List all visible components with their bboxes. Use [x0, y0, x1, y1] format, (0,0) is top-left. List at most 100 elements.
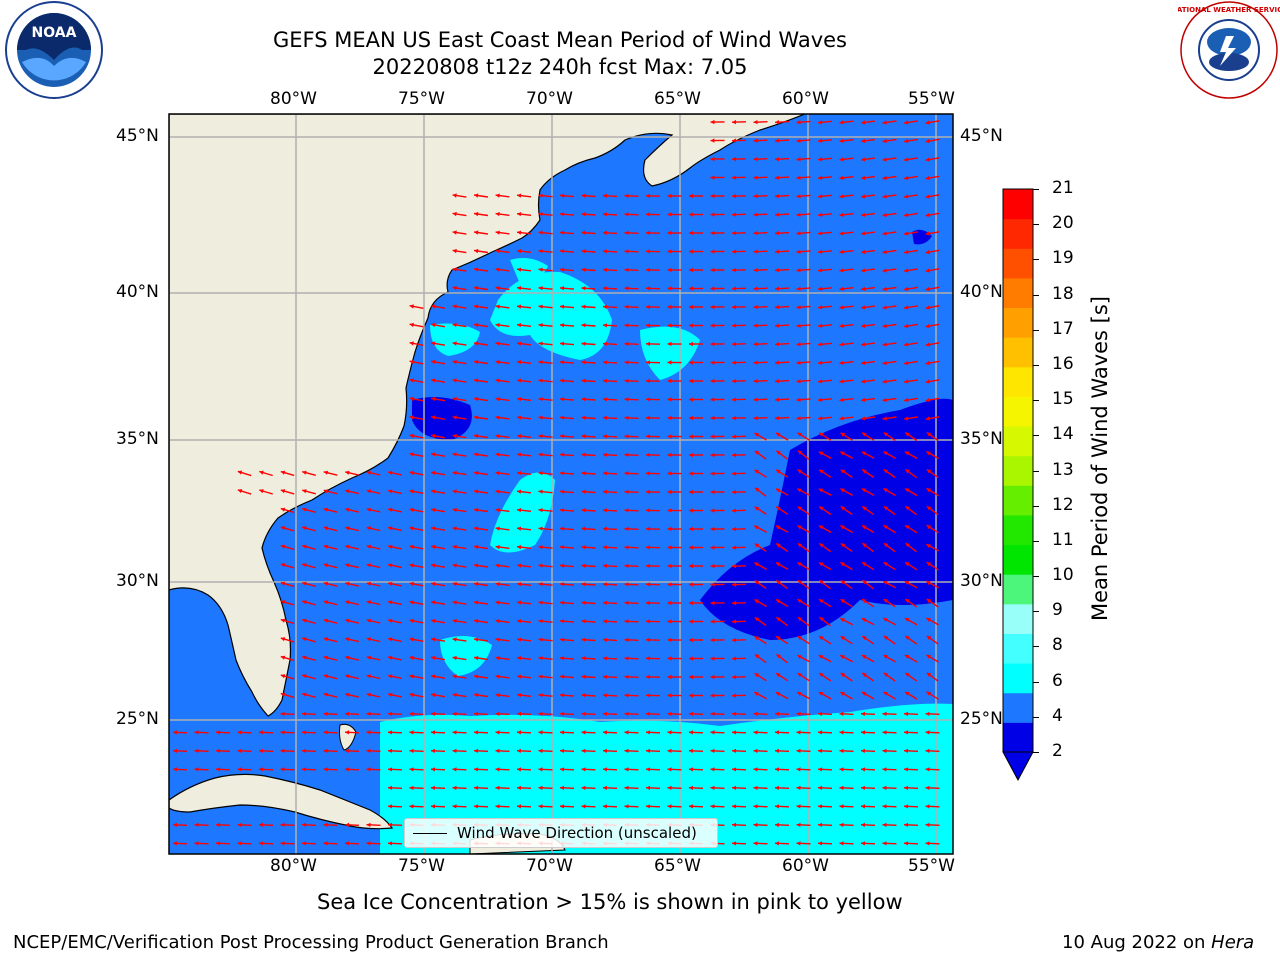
wave-direction-arrowhead	[345, 600, 350, 605]
wave-direction-arrowhead	[775, 360, 780, 365]
wave-direction-arrowhead	[732, 582, 736, 587]
wave-direction-arrowhead	[366, 600, 371, 605]
wave-direction-arrowhead	[754, 450, 760, 455]
wave-direction-arrowhead	[646, 785, 651, 790]
wave-direction-arrowhead	[732, 378, 736, 384]
wave-direction-arrowhead	[323, 489, 329, 494]
wave-direction-arrowhead	[753, 416, 758, 421]
wave-direction-arrowhead	[409, 785, 414, 790]
wave-direction-arrowhead	[755, 487, 760, 492]
wave-direction-arrowhead	[302, 674, 307, 679]
wave-direction-arrowhead	[280, 730, 285, 735]
wave-direction-arrowhead	[517, 212, 522, 217]
wave-direction-arrowhead	[689, 804, 694, 809]
wave-direction-arrowhead	[409, 804, 414, 809]
wave-direction-arrowhead	[388, 711, 393, 716]
wave-direction-arrowhead	[366, 470, 371, 475]
wave-direction-arrowhead	[818, 157, 823, 162]
wave-direction-arrowhead	[925, 175, 930, 181]
wave-direction-arrowhead	[495, 563, 500, 568]
wave-direction-arrowhead	[798, 450, 803, 455]
wave-direction-arrowhead	[474, 322, 479, 328]
wave-direction-arrowhead	[775, 488, 781, 493]
wave-direction-arrowhead	[517, 323, 522, 328]
wave-direction-arrowhead	[904, 268, 909, 273]
wind-wave-direction-arrows	[172, 119, 940, 846]
wave-direction-arrowhead	[474, 211, 479, 217]
wave-direction-arrowhead	[646, 730, 651, 735]
wave-direction-arrowhead	[603, 619, 608, 624]
wave-direction-arrowhead	[323, 730, 328, 735]
wave-direction-arrowhead	[431, 767, 436, 772]
wave-direction-arrowhead	[624, 545, 629, 550]
wave-direction-arrowhead	[560, 378, 565, 383]
wave-direction-arrowhead	[882, 249, 887, 255]
wave-direction-arrowhead	[905, 636, 910, 640]
wave-direction-arrowhead	[689, 693, 693, 698]
colorbar-band	[1003, 692, 1033, 723]
wave-direction-arrowhead	[495, 748, 500, 753]
wave-direction-arrowhead	[905, 543, 910, 548]
wave-direction-arrowhead	[517, 600, 522, 605]
wave-direction-arrowhead	[882, 305, 887, 310]
wave-direction-arrowhead	[754, 433, 759, 437]
wave-direction-arrowhead	[754, 636, 759, 641]
wave-direction-arrowhead	[796, 785, 801, 790]
wave-direction-arrowhead	[732, 508, 736, 513]
wave-direction-arrowhead	[882, 342, 887, 347]
wave-direction-arrowhead	[431, 526, 436, 531]
wave-direction-arrowhead	[925, 360, 930, 366]
wave-direction-arrowhead	[388, 600, 393, 605]
wave-direction-arrowhead	[667, 545, 672, 550]
wave-direction-arrowhead	[581, 489, 586, 494]
wave-direction-arrowhead	[796, 120, 801, 125]
wave-direction-arrowhead	[624, 489, 629, 494]
lat-label-right: 45°N	[960, 126, 1003, 146]
wave-direction-arrowhead	[495, 360, 500, 365]
wave-direction-arrowhead	[302, 692, 307, 697]
wave-direction-arrowhead	[776, 469, 781, 474]
wave-direction-arrowhead	[560, 508, 565, 513]
wave-direction-arrowhead	[560, 434, 565, 439]
wave-direction-arrowhead	[818, 249, 823, 254]
wave-direction-arrowhead	[839, 175, 844, 180]
wave-direction-arrowhead	[474, 711, 479, 716]
wave-direction-arrowhead	[796, 360, 801, 365]
wave-direction-arrowhead	[495, 212, 500, 217]
wave-direction-arrowhead	[388, 804, 393, 809]
wave-direction-arrowhead	[818, 655, 824, 659]
wave-direction-arrowhead	[775, 212, 780, 217]
wave-direction-arrowhead	[710, 711, 715, 716]
wave-direction-arrowhead	[904, 212, 909, 218]
wave-direction-arrowhead	[388, 507, 393, 512]
lon-label-bottom: 60°W	[782, 856, 829, 876]
wave-direction-arrowhead	[495, 508, 500, 513]
wave-direction-arrowhead	[495, 397, 500, 402]
wave-direction-arrowhead	[775, 286, 780, 291]
map-legend: Wind Wave Direction (unscaled)	[404, 818, 718, 848]
wave-direction-arrowhead	[646, 415, 650, 421]
wave-direction-arrowhead	[818, 451, 824, 456]
wave-direction-arrowhead	[517, 619, 522, 624]
colorbar-tick-mark	[1033, 576, 1039, 578]
wave-direction-arrowhead	[861, 212, 866, 217]
wave-direction-arrowhead	[732, 748, 737, 753]
wave-direction-arrowhead	[194, 748, 199, 753]
wave-direction-arrowhead	[818, 730, 823, 735]
wave-direction-arrowhead	[194, 841, 199, 846]
wave-direction-arrowhead	[754, 562, 759, 567]
wave-period-4-6-region	[640, 326, 700, 380]
wave-direction-arrowhead	[862, 673, 867, 677]
wave-direction-arrowhead	[904, 416, 909, 421]
wave-direction-arrowhead	[302, 711, 307, 716]
wave-direction-arrowhead	[624, 267, 629, 272]
wave-direction-arrowhead	[474, 396, 479, 402]
footer-machine: Hera	[1211, 932, 1255, 953]
wave-direction-arrowhead	[667, 471, 672, 476]
lon-label-top: 60°W	[782, 89, 829, 109]
lat-label-left: 35°N	[116, 429, 159, 449]
wave-direction-arrowhead	[689, 378, 693, 384]
wave-direction-arrowhead	[796, 379, 801, 384]
wave-direction-arrowhead	[624, 619, 629, 624]
wave-direction-arrowhead	[754, 599, 759, 604]
